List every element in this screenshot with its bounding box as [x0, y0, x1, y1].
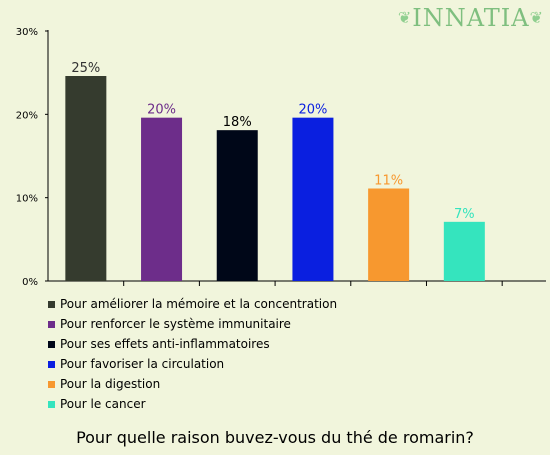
legend-label: Pour améliorer la mémoire et la concentr… — [60, 297, 338, 311]
legend-item: Pour ses effets anti-inflammatoires — [48, 334, 337, 354]
y-tick-label: 20% — [16, 110, 38, 121]
legend-swatch — [48, 340, 55, 348]
chart-title: Pour quelle raison buvez-vous du thé de … — [76, 428, 474, 447]
bar-value-label: 7% — [454, 207, 475, 222]
leaf-icon: ❦ — [397, 8, 413, 27]
bar — [141, 117, 183, 282]
legend-swatch — [48, 320, 55, 328]
legend-item: Pour renforcer le système immunitaire — [48, 314, 337, 334]
bar — [443, 221, 485, 281]
chart-legend: Pour améliorer la mémoire et la concentr… — [48, 294, 337, 414]
logo-text: INNATIA — [412, 4, 530, 32]
legend-item: Pour améliorer la mémoire et la concentr… — [48, 294, 337, 314]
bar-value-label: 20% — [147, 103, 176, 118]
bar-chart: 0% 10% 20% 30% 25% 20% 18% 20% 11% 7% — [16, 27, 546, 288]
bar — [216, 130, 258, 281]
bar-value-label: 25% — [71, 61, 100, 76]
legend-label: Pour le cancer — [60, 397, 146, 411]
bar — [292, 117, 334, 282]
legend-label: Pour la digestion — [60, 377, 161, 391]
legend-swatch — [48, 400, 55, 408]
legend-label: Pour favoriser la circulation — [60, 357, 225, 371]
bar — [368, 188, 410, 281]
innatia-logo: ❦INNATIA❦ — [398, 4, 544, 32]
bar-value-label: 18% — [223, 115, 252, 130]
legend-item: Pour la digestion — [48, 374, 337, 394]
bar — [65, 76, 107, 281]
y-tick-label: 30% — [16, 27, 38, 38]
leaf-icon-right: ❦ — [529, 8, 544, 27]
legend-label: Pour renforcer le système immunitaire — [60, 317, 291, 331]
legend-swatch — [48, 360, 55, 368]
bar-value-label: 11% — [374, 174, 403, 189]
y-tick-label: 10% — [16, 194, 38, 205]
legend-swatch — [48, 380, 55, 388]
legend-swatch — [48, 300, 55, 308]
bar-value-label: 20% — [298, 103, 327, 118]
legend-item: Pour le cancer — [48, 394, 337, 414]
legend-item: Pour favoriser la circulation — [48, 354, 337, 374]
legend-label: Pour ses effets anti-inflammatoires — [60, 337, 270, 351]
y-tick-label: 0% — [22, 277, 38, 288]
